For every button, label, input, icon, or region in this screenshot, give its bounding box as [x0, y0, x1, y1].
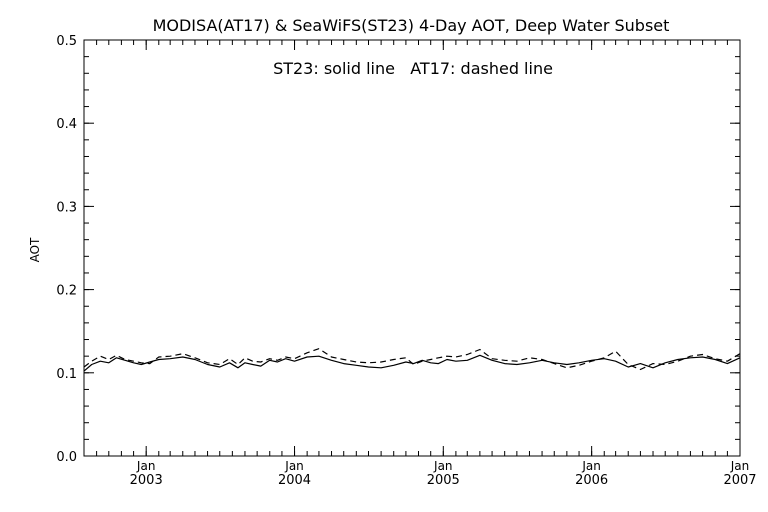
y-tick-label: 0.2 — [56, 284, 77, 299]
x-tick-month-label: Jan — [136, 459, 156, 473]
series-line-st23 — [83, 354, 741, 372]
x-tick-month-label: Jan — [284, 459, 304, 473]
x-tick-month-label: Jan — [730, 459, 750, 473]
y-tick-label: 0.3 — [56, 200, 77, 215]
y-tick-label: 0.1 — [56, 367, 77, 382]
x-tick-year-label: 2003 — [130, 473, 163, 488]
y-tick-label: 0.4 — [56, 117, 77, 132]
y-tick-label: 0.5 — [56, 34, 77, 49]
x-tick-month-label: Jan — [433, 459, 453, 473]
x-tick-year-label: 2004 — [278, 473, 311, 488]
x-tick-month-label: Jan — [581, 459, 601, 473]
x-tick-year-label: 2005 — [427, 473, 460, 488]
series-line-at17 — [83, 348, 741, 371]
line-style-annotation: ST23: solid line AT17: dashed line — [273, 59, 553, 78]
y-tick-label: 0.0 — [56, 450, 77, 465]
y-axis-label: AOT — [28, 237, 42, 262]
plot-frame — [83, 39, 741, 457]
chart-title: MODISA(AT17) & SeaWiFS(ST23) 4-Day AOT, … — [153, 16, 670, 35]
axis-ticks: 0.00.10.20.30.40.5Jan2003Jan2004Jan2005J… — [56, 34, 756, 488]
series-layer — [83, 348, 741, 372]
x-tick-year-label: 2006 — [575, 473, 608, 488]
x-tick-year-label: 2007 — [723, 473, 756, 488]
